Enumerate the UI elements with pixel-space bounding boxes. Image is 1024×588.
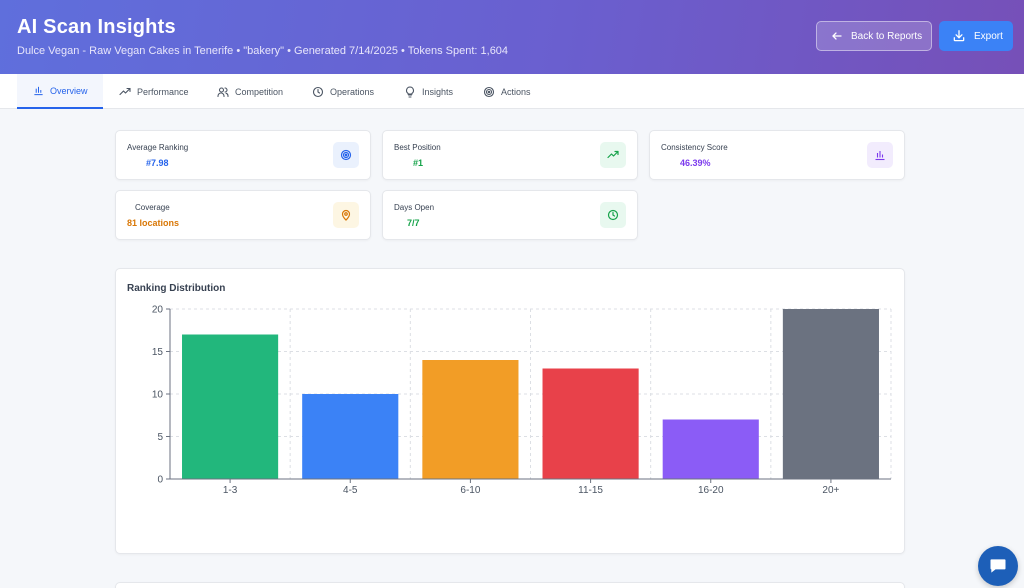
y-tick-label: 20 (152, 305, 164, 316)
x-tick-label: 16-20 (698, 485, 724, 496)
stat-card-consistency-score: Consistency Score 46.39% (649, 130, 905, 180)
chart-bar (302, 394, 399, 479)
tab-insights[interactable]: Insights (404, 74, 453, 109)
chart-bar (782, 309, 879, 479)
arrow-left-icon (832, 32, 842, 40)
clock-icon (312, 86, 324, 97)
tab-actions[interactable]: Actions (483, 74, 531, 109)
chart-bar (182, 334, 279, 479)
stat-label: Consistency Score (661, 143, 728, 152)
page-subtitle: Dulce Vegan - Raw Vegan Cakes in Tenerif… (17, 45, 509, 57)
tab-competition[interactable]: Competition (217, 74, 283, 109)
stat-card-best-position: Best Position #1 (382, 130, 638, 180)
y-tick-label: 15 (152, 347, 164, 358)
chart-bar (422, 360, 519, 479)
stat-label: Best Position (394, 143, 441, 152)
tab-label: Insights (422, 86, 454, 97)
y-tick-label: 0 (157, 475, 163, 486)
stat-value: #7.98 (146, 158, 169, 168)
stat-value: 7/7 (407, 218, 420, 228)
x-tick-label: 4-5 (343, 485, 358, 496)
stat-label: Coverage (135, 203, 170, 212)
stat-value: #1 (413, 158, 424, 168)
target-icon (333, 142, 359, 168)
users-icon (217, 86, 229, 97)
x-tick-label: 6-10 (460, 485, 480, 496)
bar-chart-icon (34, 86, 43, 96)
export-button[interactable]: Export (939, 21, 1013, 51)
tab-performance[interactable]: Performance (119, 74, 189, 109)
ranking-distribution-chart: 0 5 10 15 20 1-3 4-5 6-10 11-15 16-20 20+ (152, 305, 892, 496)
chart-title: Ranking Distribution (127, 283, 226, 294)
trending-up-icon (600, 142, 626, 168)
download-icon (953, 30, 965, 42)
page-title: AI Scan Insights (17, 16, 176, 38)
tab-label: Operations (330, 86, 375, 97)
stat-label: Days Open (394, 203, 435, 212)
tab-overview[interactable]: Overview (17, 74, 103, 109)
ranking-distribution-card: Ranking Distribution 0 5 10 15 20 1-3 4-5 6-10 1… (115, 268, 905, 554)
stat-card-average-ranking: Average Ranking #7.98 (115, 130, 371, 180)
map-pin-icon (333, 202, 359, 228)
chat-icon (990, 559, 1006, 573)
next-section-card (115, 582, 905, 588)
stat-card-days-open: Days Open 7/7 (382, 190, 638, 240)
tab-label: Overview (50, 85, 88, 96)
stat-card-coverage: Coverage 81 locations (115, 190, 371, 240)
trending-up-icon (119, 87, 131, 95)
export-label: Export (974, 30, 1003, 42)
tab-bar: Overview Performance Competition Operati… (0, 74, 1024, 109)
back-to-reports-button[interactable]: Back to Reports (816, 21, 932, 51)
y-tick-label: 5 (157, 432, 163, 443)
clock-icon (600, 202, 626, 228)
tab-operations[interactable]: Operations (312, 74, 374, 109)
chart-bar (662, 419, 759, 479)
x-tick-label: 1-3 (223, 485, 238, 496)
stat-value: 81 locations (127, 218, 180, 228)
chart-bar (542, 368, 639, 479)
stat-label: Average Ranking (127, 143, 189, 152)
tab-label: Performance (137, 86, 189, 97)
tab-label: Actions (501, 86, 531, 97)
tab-label: Competition (235, 86, 284, 97)
lightbulb-icon (406, 85, 414, 98)
back-to-reports-label: Back to Reports (851, 30, 923, 42)
y-tick-label: 10 (152, 390, 164, 401)
x-tick-label: 11-15 (578, 485, 603, 496)
chat-button[interactable] (978, 546, 1018, 586)
stat-value: 46.39% (680, 158, 711, 168)
bar-chart-icon (867, 142, 893, 168)
x-tick-label: 20+ (822, 485, 839, 496)
target-icon (483, 86, 495, 97)
page-header: AI Scan Insights Dulce Vegan - Raw Vegan… (0, 0, 1024, 74)
